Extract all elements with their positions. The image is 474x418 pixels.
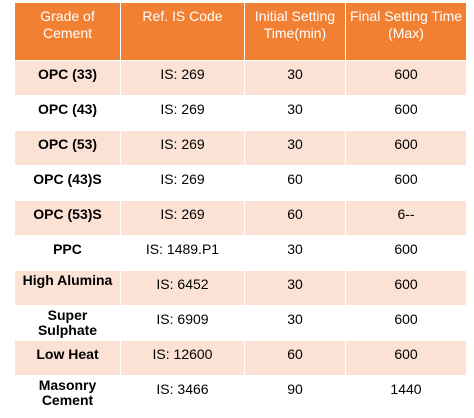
cement-setting-time-table: Grade of Cement Ref. IS Code Initial Set… [14,2,467,411]
header-is-code: Ref. IS Code [120,2,245,61]
cell-initial-time: 30 [244,95,346,131]
cell-grade: OPC (33) [14,60,121,96]
cell-grade: OPC (53) [14,130,121,166]
header-row: Grade of Cement Ref. IS Code Initial Set… [14,2,467,61]
cell-is-code: IS: 6909 [120,305,245,341]
cell-initial-time: 60 [244,165,346,201]
cell-final-time: 1440 [345,375,467,411]
cell-is-code: IS: 6452 [120,270,245,306]
cell-grade: OPC (53)S [14,200,121,236]
cell-final-time: 600 [345,165,467,201]
cell-initial-time: 60 [244,200,346,236]
cell-is-code: IS: 269 [120,200,245,236]
cell-is-code: IS: 269 [120,60,245,96]
cell-grade: OPC (43)S [14,165,121,201]
cell-is-code: IS: 269 [120,130,245,166]
cell-initial-time: 30 [244,305,346,341]
cell-is-code: IS: 1489.P1 [120,235,245,271]
table-row: OPC (43) IS: 269 30 600 [14,95,467,131]
table-row: Super Sulphate IS: 6909 30 600 [14,305,467,341]
table-row: PPC IS: 1489.P1 30 600 [14,235,467,271]
table-row: Masonry Cement IS: 3466 90 1440 [14,375,467,411]
cell-initial-time: 30 [244,60,346,96]
table-row: High Alumina IS: 6452 30 600 [14,270,467,306]
table-row: Low Heat IS: 12600 60 600 [14,340,467,376]
table-row: OPC (43)S IS: 269 60 600 [14,165,467,201]
cell-final-time: 600 [345,60,467,96]
cell-grade: PPC [14,235,121,271]
cell-final-time: 600 [345,270,467,306]
cell-final-time: 6-- [345,200,467,236]
cell-is-code: IS: 12600 [120,340,245,376]
cell-final-time: 600 [345,340,467,376]
cell-initial-time: 30 [244,270,346,306]
cell-final-time: 600 [345,235,467,271]
header-grade: Grade of Cement [14,2,121,61]
cell-initial-time: 60 [244,340,346,376]
cell-grade: OPC (43) [14,95,121,131]
table-row: OPC (33) IS: 269 30 600 [14,60,467,96]
cell-initial-time: 30 [244,130,346,166]
table-row: OPC (53)S IS: 269 60 6-- [14,200,467,236]
cell-is-code: IS: 3466 [120,375,245,411]
table-row: OPC (53) IS: 269 30 600 [14,130,467,166]
cell-grade: High Alumina [14,270,121,306]
cell-is-code: IS: 269 [120,165,245,201]
cell-grade: Masonry Cement [14,375,121,411]
cell-initial-time: 90 [244,375,346,411]
cell-grade: Super Sulphate [14,305,121,341]
cell-grade: Low Heat [14,340,121,376]
cell-initial-time: 30 [244,235,346,271]
header-initial-setting-time: Initial Setting Time(min) [244,2,346,61]
header-final-setting-time: Final Setting Time (Max) [345,2,467,61]
cell-final-time: 600 [345,95,467,131]
cell-final-time: 600 [345,305,467,341]
cell-is-code: IS: 269 [120,95,245,131]
cell-final-time: 600 [345,130,467,166]
